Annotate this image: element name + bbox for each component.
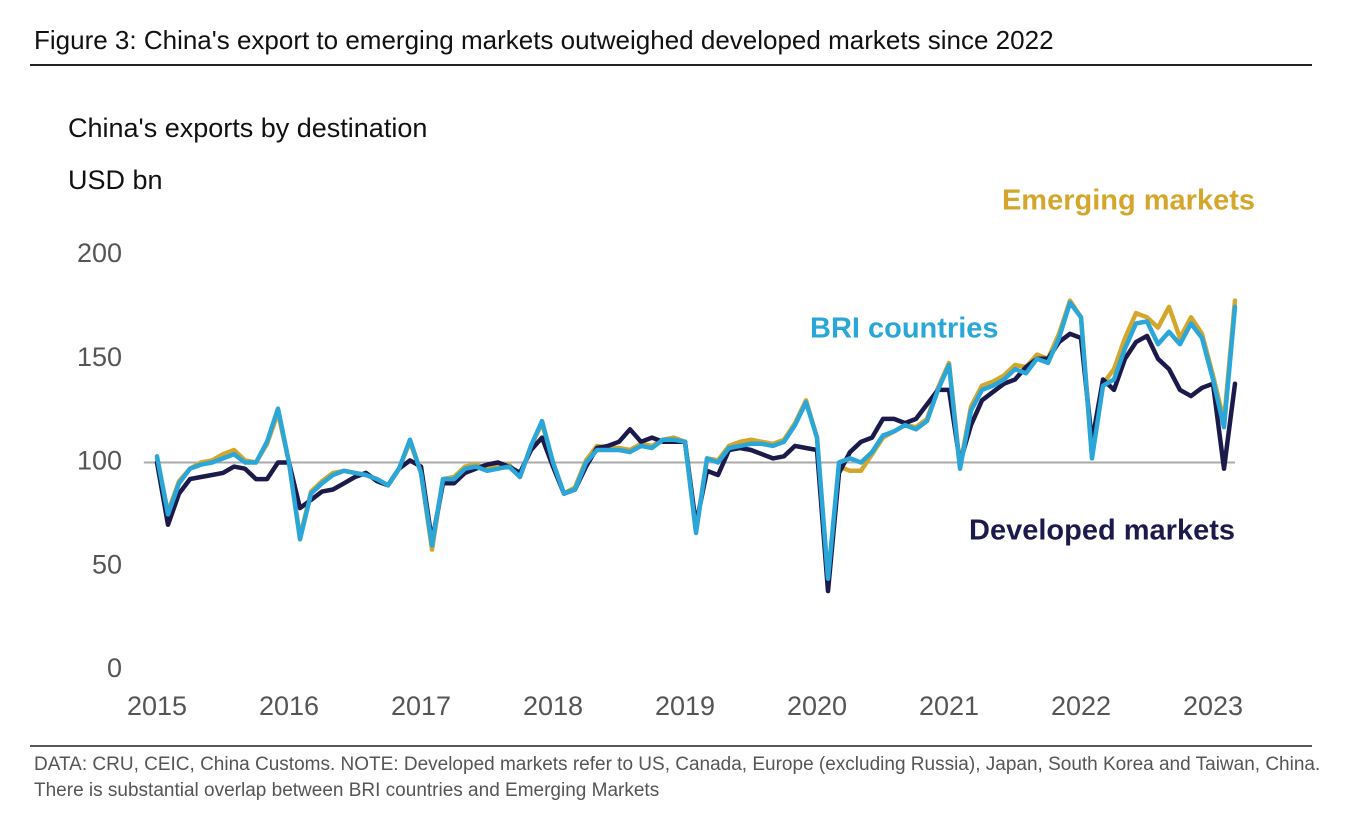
- y-axis-label: USD bn: [68, 165, 163, 195]
- x-tick-label: 2019: [655, 691, 715, 721]
- y-tick-label: 200: [77, 238, 122, 268]
- y-tick-label: 100: [77, 446, 122, 476]
- y-tick-label: 0: [107, 653, 122, 683]
- x-tick-label: 2016: [259, 691, 319, 721]
- series-line: [154, 300, 1238, 581]
- series-label: Emerging markets: [1002, 185, 1255, 217]
- x-tick-label: 2017: [391, 691, 451, 721]
- x-tick-label: 2023: [1183, 691, 1243, 721]
- chart-title: Figure 3: China's export to emerging mar…: [34, 25, 1054, 55]
- footnote: DATA: CRU, CEIC, China Customs. NOTE: De…: [34, 754, 1321, 801]
- x-tick-label: 2020: [787, 691, 847, 721]
- chart-subtitle: China's exports by destination: [68, 113, 427, 143]
- series-label: BRI countries: [810, 313, 999, 345]
- x-tick-label: 2022: [1051, 691, 1111, 721]
- y-tick-label: 50: [92, 549, 122, 579]
- x-tick-label: 2018: [523, 691, 583, 721]
- y-tick-label: 150: [77, 342, 122, 372]
- series-label: Developed markets: [969, 515, 1235, 547]
- x-tick-label: 2021: [919, 691, 979, 721]
- x-tick-label: 2015: [127, 691, 187, 721]
